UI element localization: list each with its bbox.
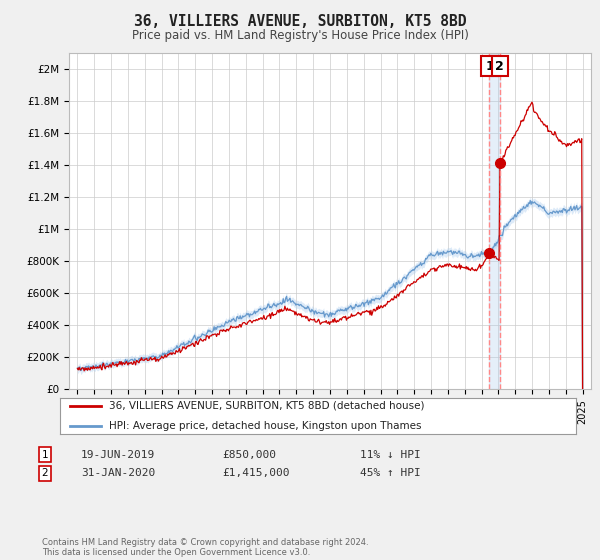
Text: 31-JAN-2020: 31-JAN-2020 xyxy=(81,468,155,478)
Text: 2: 2 xyxy=(41,468,49,478)
Text: 36, VILLIERS AVENUE, SURBITON, KT5 8BD (detached house): 36, VILLIERS AVENUE, SURBITON, KT5 8BD (… xyxy=(109,400,425,410)
Text: 1: 1 xyxy=(41,450,49,460)
Text: 1: 1 xyxy=(485,59,494,72)
Bar xyxy=(490,53,500,389)
Text: 19-JUN-2019: 19-JUN-2019 xyxy=(81,450,155,460)
Text: 11% ↓ HPI: 11% ↓ HPI xyxy=(360,450,421,460)
Text: HPI: Average price, detached house, Kingston upon Thames: HPI: Average price, detached house, King… xyxy=(109,421,422,431)
Text: 45% ↑ HPI: 45% ↑ HPI xyxy=(360,468,421,478)
Text: 36, VILLIERS AVENUE, SURBITON, KT5 8BD: 36, VILLIERS AVENUE, SURBITON, KT5 8BD xyxy=(134,14,466,29)
Text: 2: 2 xyxy=(496,59,504,72)
Text: £1,415,000: £1,415,000 xyxy=(222,468,290,478)
Text: Price paid vs. HM Land Registry's House Price Index (HPI): Price paid vs. HM Land Registry's House … xyxy=(131,29,469,42)
Text: Contains HM Land Registry data © Crown copyright and database right 2024.
This d: Contains HM Land Registry data © Crown c… xyxy=(42,538,368,557)
Text: £850,000: £850,000 xyxy=(222,450,276,460)
